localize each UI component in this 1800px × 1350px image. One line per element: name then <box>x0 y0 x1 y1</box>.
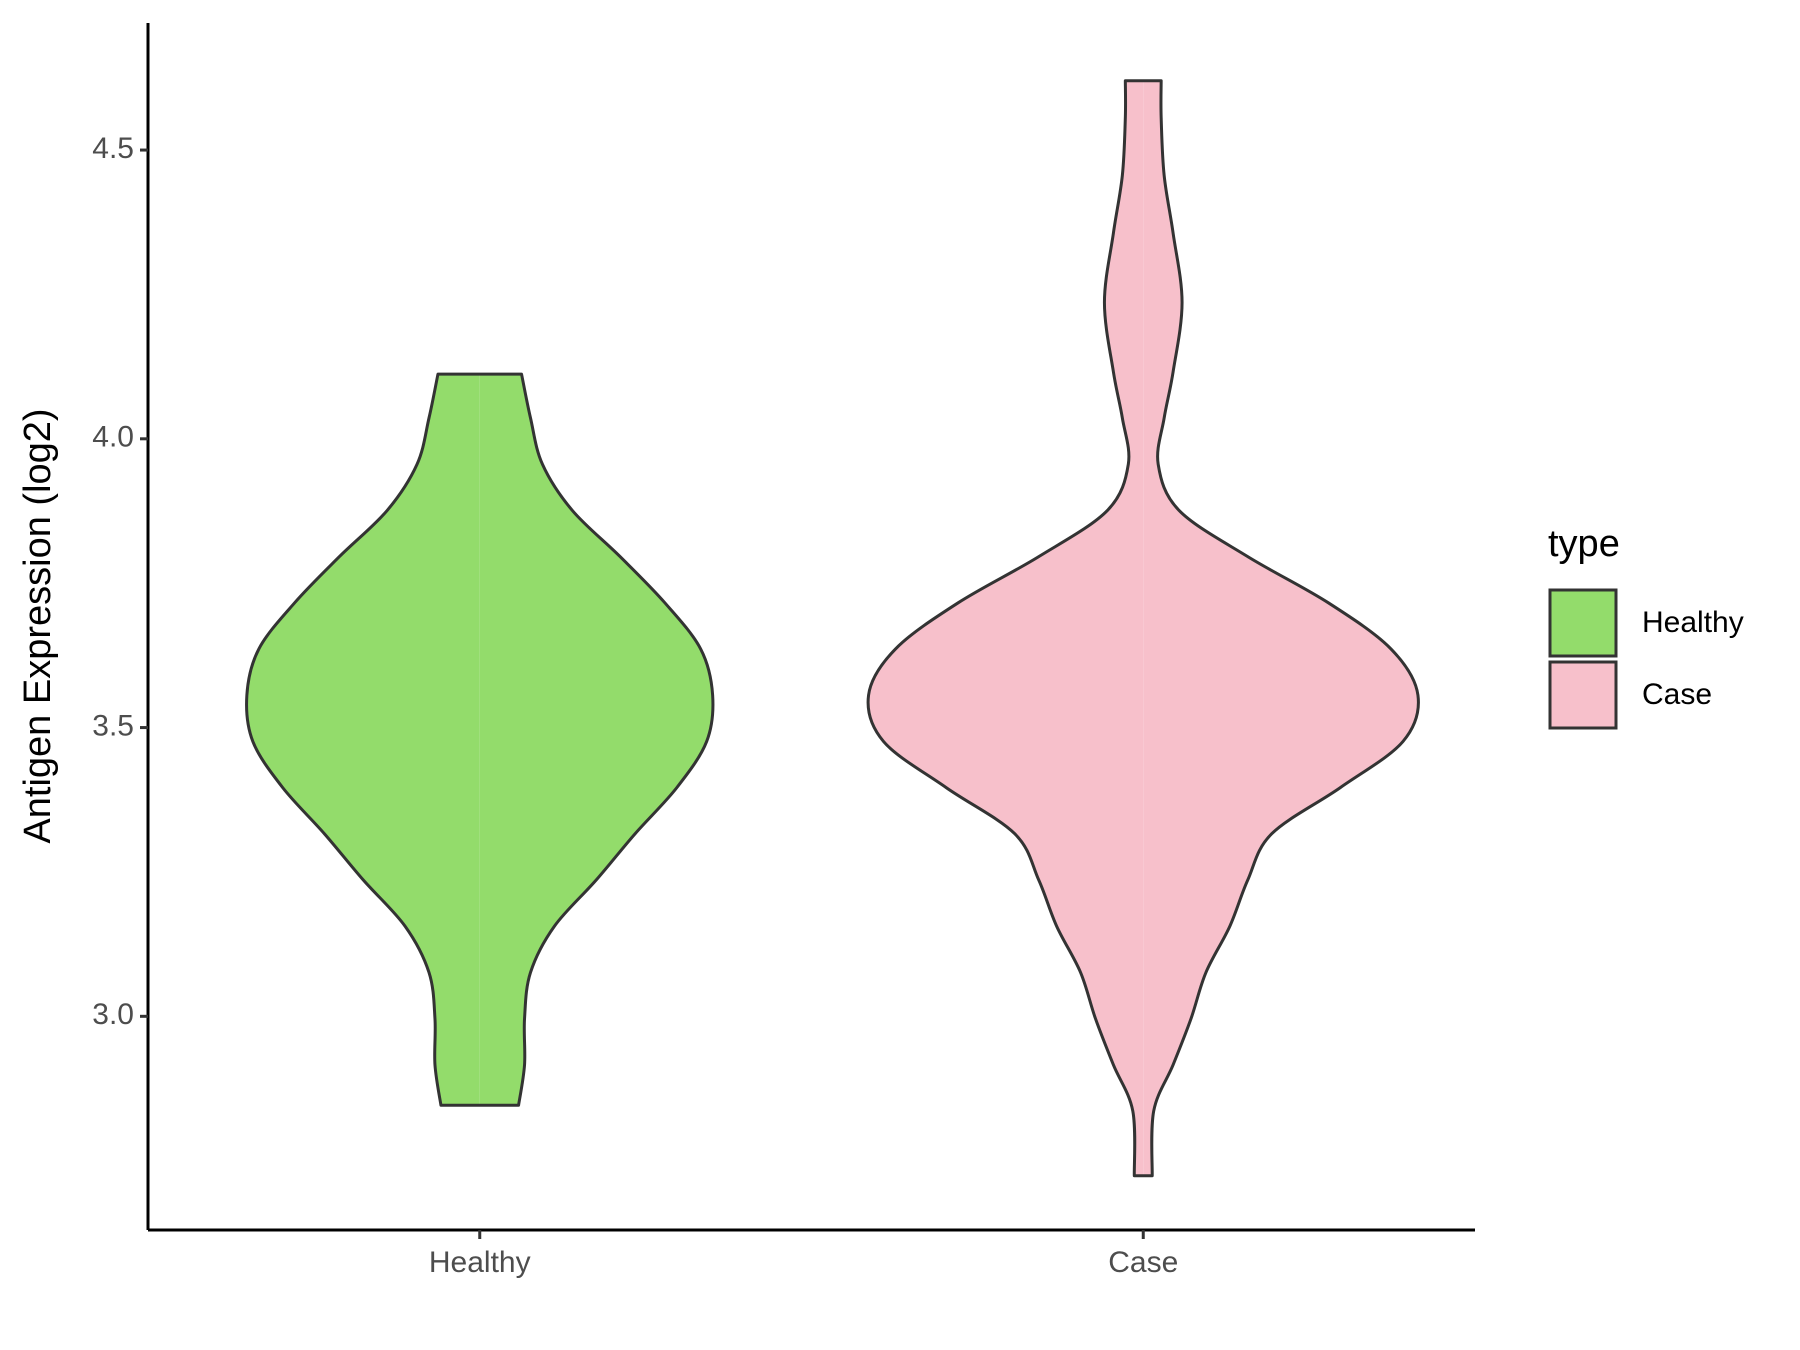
legend-label: Case <box>1642 678 1712 711</box>
y-tick-label: 3.5 <box>92 709 134 742</box>
legend-title: type <box>1548 523 1620 565</box>
violin-left-half <box>868 80 1144 1176</box>
violin-outline <box>245 372 715 1107</box>
y-axis-title: Antigen Expression (log2) <box>17 408 59 843</box>
violin-right-half <box>1143 80 1419 1176</box>
y-tick-label: 3.0 <box>92 998 134 1031</box>
x-tick-label: Case <box>1108 1246 1178 1279</box>
x-tick-label: Healthy <box>429 1246 531 1279</box>
legend-label: Healthy <box>1642 606 1744 639</box>
violin-left-half <box>246 374 480 1106</box>
y-tick-label: 4.0 <box>92 421 134 454</box>
legend-swatch <box>1548 588 1618 658</box>
violin-right-half <box>479 374 713 1106</box>
y-tick-label: 4.5 <box>92 132 134 165</box>
legend-swatch <box>1548 660 1618 730</box>
violin-outline <box>866 79 1420 1178</box>
